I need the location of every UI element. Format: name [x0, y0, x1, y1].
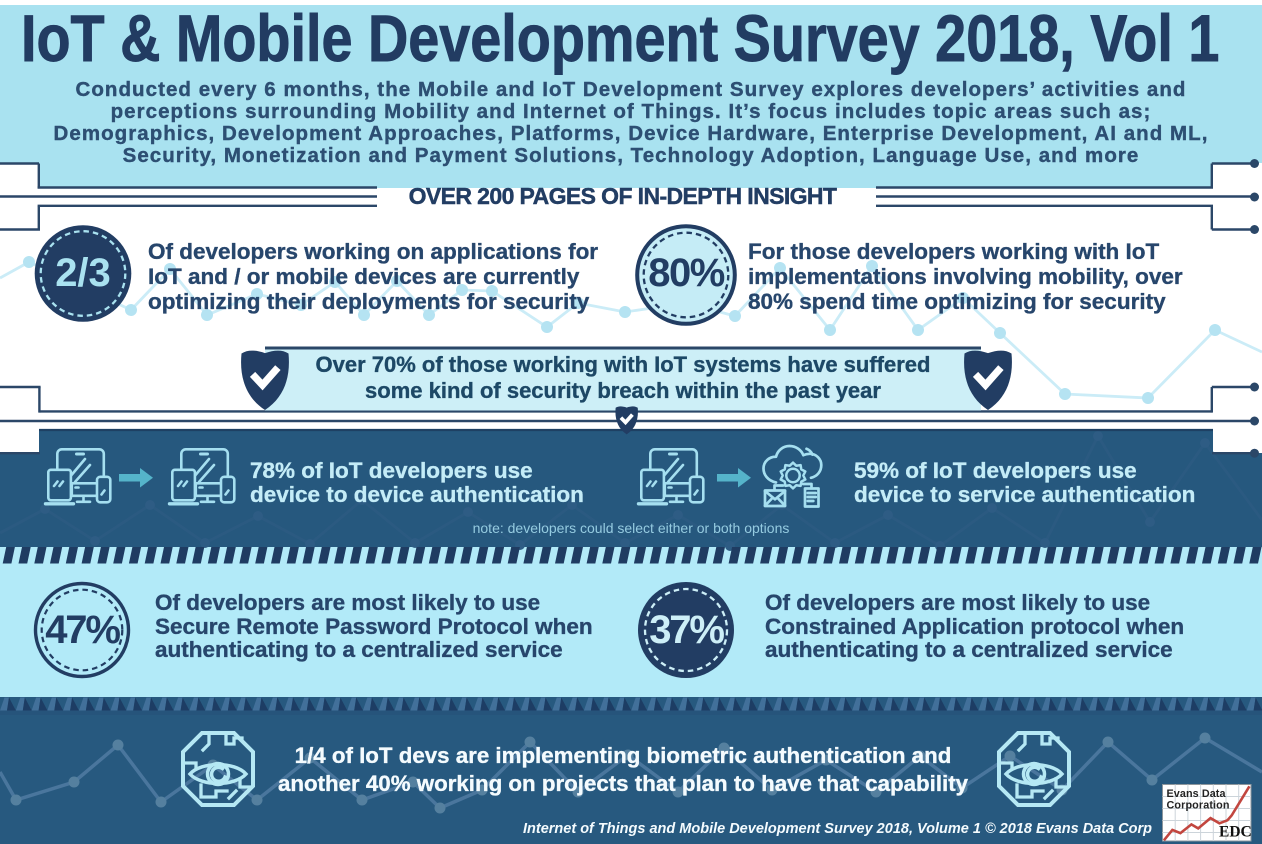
svg-text:Corporation: Corporation	[1167, 800, 1230, 812]
svg-text:Evans Data: Evans Data	[1167, 788, 1227, 800]
svg-text:EDC: EDC	[1219, 824, 1252, 841]
